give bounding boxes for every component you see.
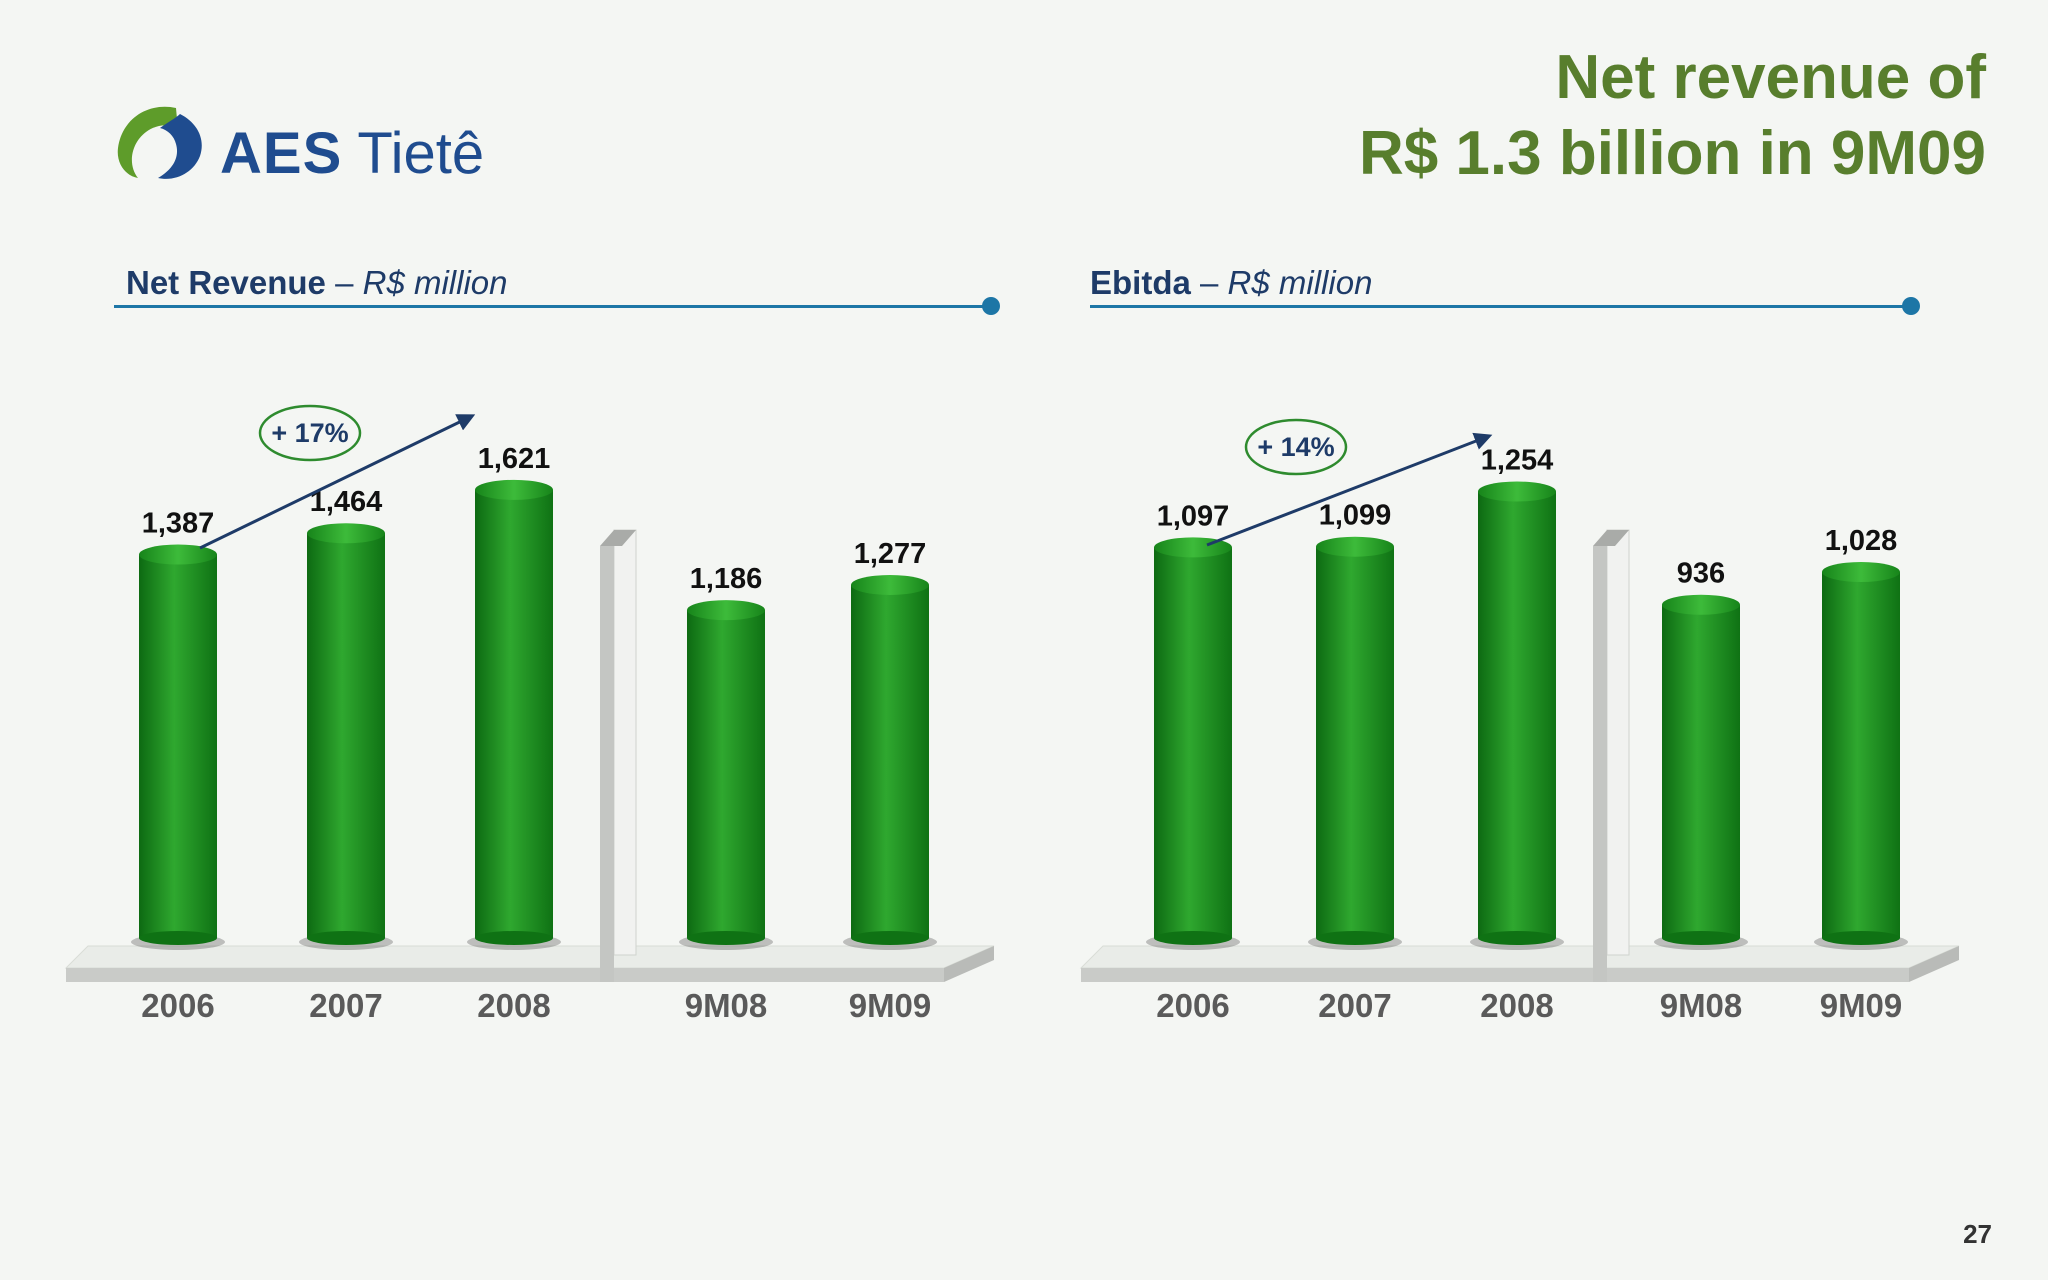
ebitda-divider-wall <box>1606 529 1630 956</box>
ebitda-floor-side <box>1909 946 1959 982</box>
net-revenue-category-label: 2006 <box>141 987 214 1024</box>
net-revenue-floor-side <box>944 946 994 982</box>
ebitda-value-label: 1,099 <box>1319 500 1392 532</box>
logo-brand-bold: AES <box>220 121 343 186</box>
net-revenue-bar <box>687 610 765 938</box>
ebitda-bar <box>1478 491 1556 938</box>
ebitda-category-label: 2007 <box>1318 987 1391 1024</box>
net-revenue-divider-front <box>600 546 614 982</box>
ebitda-rule <box>1090 305 1912 308</box>
ebitda-bar-top <box>1316 536 1394 557</box>
ebitda-bar-bottom <box>1822 931 1900 945</box>
ebitda-heading-unit: R$ million <box>1227 264 1373 301</box>
aes-swoosh-icon <box>117 106 202 179</box>
ebitda-growth-badge <box>1244 418 1348 476</box>
ebitda-chart: 1,097 2006 1,099 2007 1,254 2008 936 9M08 1,028 9… <box>1079 418 1960 1024</box>
ebitda-growth-label: + 14% <box>1257 432 1334 462</box>
net-revenue-rule-dot <box>982 297 1000 315</box>
net-revenue-bar-top <box>851 574 929 595</box>
net-revenue-heading-sep: – <box>325 264 363 301</box>
logo-brand-rest: Tietê <box>342 121 485 186</box>
ebitda-bar-top <box>1478 481 1556 502</box>
logo-wordmark: AES Tietê <box>220 120 484 187</box>
net-revenue-bar <box>307 533 385 938</box>
ebitda-divider-front <box>1593 546 1607 982</box>
ebitda-bar-bottom <box>1662 931 1740 945</box>
ebitda-value-label: 936 <box>1677 558 1725 590</box>
slide-title: Net revenue of R$ 1.3 billion in 9M09 <box>1359 40 1986 192</box>
net-revenue-heading: Net Revenue – R$ million <box>126 264 507 302</box>
ebitda-bar <box>1154 547 1232 938</box>
ebitda-floor-front <box>1081 968 1909 982</box>
ebitda-bar-bottom <box>1316 931 1394 945</box>
net-revenue-value-label: 1,621 <box>478 443 551 475</box>
net-revenue-value-label: 1,186 <box>690 563 763 595</box>
ebitda-category-label: 9M08 <box>1660 987 1743 1024</box>
ebitda-value-label: 1,254 <box>1481 445 1554 477</box>
page-number: 27 <box>1963 1219 1992 1249</box>
net-revenue-bar <box>139 554 217 938</box>
net-revenue-divider-wall <box>613 529 637 956</box>
ebitda-bar <box>1662 604 1740 938</box>
ebitda-growth-arrow <box>1206 432 1493 547</box>
net-revenue-value-label: 1,387 <box>142 508 215 540</box>
ebitda-rule-dot <box>1902 297 1920 315</box>
ebitda-bar <box>1822 571 1900 938</box>
ebitda-bar-top <box>1662 594 1740 615</box>
ebitda-value-label: 1,097 <box>1157 500 1230 532</box>
ebitda-heading: Ebitda – R$ million <box>1090 264 1372 302</box>
net-revenue-bar-top <box>475 479 553 500</box>
net-revenue-bar-top <box>687 600 765 621</box>
net-revenue-bar-bottom <box>307 931 385 945</box>
ebitda-value-label: 1,028 <box>1825 525 1898 557</box>
ebitda-bar-top <box>1822 561 1900 582</box>
net-revenue-category-label: 9M09 <box>849 987 932 1024</box>
net-revenue-chart: 1,387 2006 1,464 2007 1,621 2008 1,186 9M08 1,27… <box>64 404 995 1024</box>
net-revenue-bar <box>851 584 929 938</box>
net-revenue-category-label: 2007 <box>309 987 382 1024</box>
aes-tiete-logo: AES Tietê <box>114 100 514 190</box>
net-revenue-bar-bottom <box>475 931 553 945</box>
net-revenue-growth-badge <box>258 404 362 462</box>
net-revenue-growth-label: + 17% <box>271 418 348 448</box>
net-revenue-rule <box>114 305 992 308</box>
net-revenue-bar-bottom <box>139 931 217 945</box>
slide-title-line2: R$ 1.3 billion in 9M09 <box>1358 119 1986 188</box>
ebitda-bar-bottom <box>1154 931 1232 945</box>
ebitda-bar-bottom <box>1478 931 1556 945</box>
ebitda-category-label: 2008 <box>1480 987 1553 1024</box>
ebitda-category-label: 2006 <box>1156 987 1229 1024</box>
ebitda-heading-name: Ebitda <box>1090 264 1191 301</box>
ebitda-category-label: 9M09 <box>1820 987 1903 1024</box>
net-revenue-bar-top <box>139 544 217 565</box>
net-revenue-heading-unit: R$ million <box>362 264 508 301</box>
ebitda-divider-cap <box>1593 530 1629 546</box>
ebitda-heading-sep: – <box>1190 264 1228 301</box>
ebitda-bar <box>1316 546 1394 938</box>
net-revenue-category-label: 9M08 <box>685 987 768 1024</box>
net-revenue-value-label: 1,277 <box>854 538 927 570</box>
net-revenue-bar-bottom <box>687 931 765 945</box>
net-revenue-bar-top <box>307 523 385 544</box>
net-revenue-category-label: 2008 <box>477 987 550 1024</box>
net-revenue-floor-front <box>66 968 944 982</box>
net-revenue-divider-cap <box>600 530 636 546</box>
net-revenue-bar <box>475 489 553 938</box>
net-revenue-growth-arrow <box>199 414 476 550</box>
net-revenue-value-label: 1,464 <box>310 486 383 518</box>
net-revenue-heading-name: Net Revenue <box>126 264 326 301</box>
net-revenue-bar-bottom <box>851 931 929 945</box>
slide-title-line1: Net revenue of <box>1555 43 1986 112</box>
